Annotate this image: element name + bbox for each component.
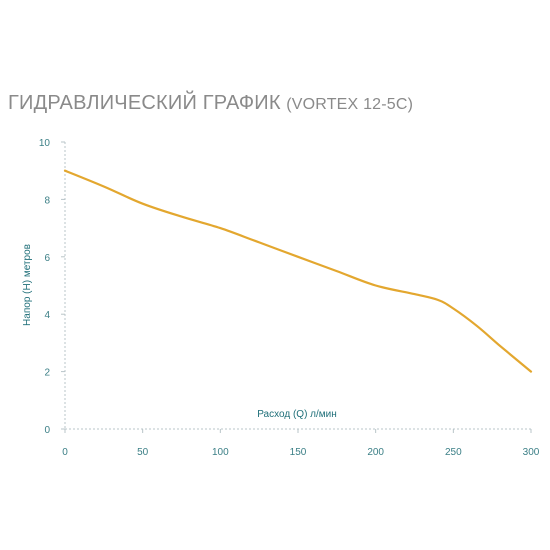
- x-tick-label: 200: [367, 447, 384, 458]
- chart-ticks: 0 50 100 150 200 250 300 0 2 4 6 8 10: [39, 138, 540, 458]
- y-tick-label: 8: [44, 195, 50, 206]
- x-tick-label: 250: [445, 447, 462, 458]
- x-tick-label: 100: [212, 447, 229, 458]
- x-tick-label: 0: [62, 447, 68, 458]
- x-tick-label: 300: [523, 447, 540, 458]
- series-line: [63, 169, 533, 373]
- y-tick-label: 4: [44, 310, 50, 321]
- x-tick-label: 50: [137, 447, 149, 458]
- y-tick-label: 6: [44, 253, 50, 264]
- x-tick-label: 150: [290, 447, 307, 458]
- y-axis-title: Напор (H) метров: [22, 244, 33, 326]
- y-tick-label: 2: [44, 368, 50, 379]
- chart-subtitle: (VORTEX 12-5C): [286, 96, 414, 113]
- chart-title-main: ГИДРАВЛИЧЕСКИЙ ГРАФИК: [8, 92, 281, 114]
- x-axis-title: Расход (Q) л/мин: [257, 409, 337, 420]
- y-tick-label: 0: [44, 425, 50, 436]
- y-tick-label: 10: [39, 138, 51, 149]
- chart-title: ГИДРАВЛИЧЕСКИЙ ГРАФИК (VORTEX 12-5C): [8, 92, 413, 115]
- chart-axes: [64, 142, 531, 430]
